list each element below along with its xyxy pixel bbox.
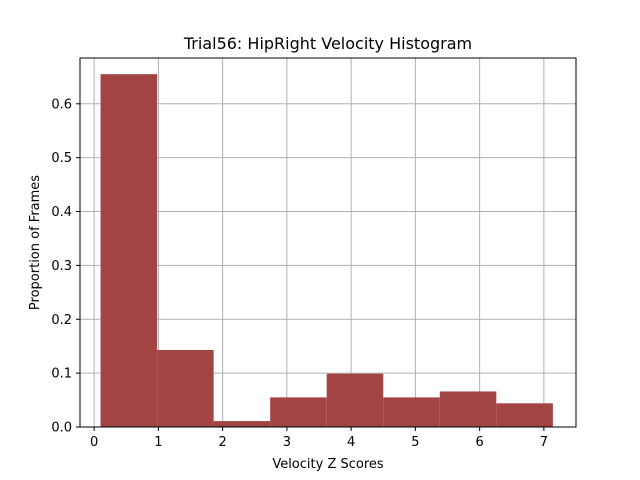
plot-frame <box>79 57 577 428</box>
x-axis-label: Velocity Z Scores <box>272 457 384 472</box>
histogram-bar-8 <box>496 403 553 427</box>
histogram-bar-5 <box>326 373 384 427</box>
histogram-bar-7 <box>439 391 497 427</box>
chart-title: Trial56: HipRight Velocity Histogram <box>183 34 472 53</box>
y-tick-label: 0.0 <box>51 421 72 436</box>
x-tick-label: 0 <box>90 435 98 450</box>
axis-ticks: 0 1 2 3 4 5 6 7 0.0 0.1 0.2 0.3 0.4 0.5 0.6 <box>51 97 548 450</box>
y-tick-label: 0.2 <box>51 313 72 328</box>
x-tick-label: 3 <box>283 435 291 450</box>
x-tick-label: 5 <box>411 435 419 450</box>
histogram-bar-2 <box>157 349 214 427</box>
x-tick-label: 4 <box>347 435 355 450</box>
histogram-bar-4 <box>270 397 327 427</box>
x-tick-label: 7 <box>540 435 548 450</box>
y-tick-label: 0.4 <box>51 205 72 220</box>
y-tick-label: 0.6 <box>51 97 72 112</box>
y-tick-label: 0.1 <box>51 367 72 382</box>
histogram-bar-1 <box>100 74 158 427</box>
y-axis-label: Proportion of Frames <box>28 175 43 310</box>
x-tick-label: 1 <box>154 435 162 450</box>
y-tick-label: 0.5 <box>51 151 72 166</box>
y-tick-label: 0.3 <box>51 259 72 274</box>
histogram-bar-6 <box>383 397 440 427</box>
x-tick-label: 6 <box>475 435 483 450</box>
histogram-bars <box>100 74 553 427</box>
histogram-bar-3 <box>213 421 271 427</box>
x-tick-label: 2 <box>218 435 226 450</box>
